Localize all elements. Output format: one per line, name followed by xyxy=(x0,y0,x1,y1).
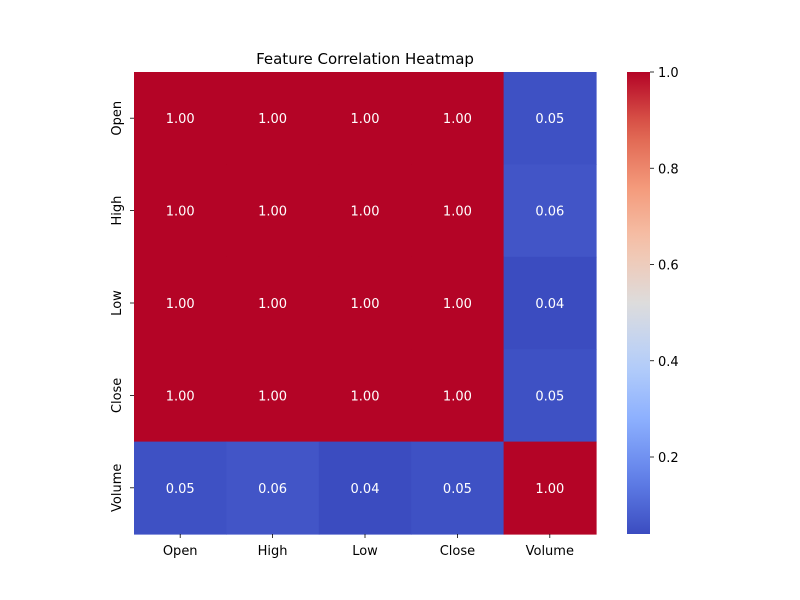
cell-value-label: 1.00 xyxy=(166,205,195,220)
x-tick-label: Low xyxy=(352,544,378,559)
cell-value-label: 0.06 xyxy=(535,205,564,220)
heatmap-cell-close-low xyxy=(318,349,412,443)
colorbar-tick-label: 0.8 xyxy=(658,162,679,177)
colorbar-tick-label: 0.6 xyxy=(658,259,679,274)
cell-value-label: 0.04 xyxy=(351,482,380,497)
heatmap-cell-labels: 1.00 1.00 1.00 1.00 0.05 1.00 1.00 1.00 1.00 0.06… xyxy=(166,112,565,497)
cell-value-label: 1.00 xyxy=(535,482,564,497)
heatmap-cell-close-close xyxy=(411,349,505,443)
x-tick-label: Open xyxy=(163,544,198,559)
cell-value-label: 1.00 xyxy=(443,297,472,312)
heatmap-cell-volume-open xyxy=(134,441,227,535)
heatmap-cell-open-open xyxy=(134,72,227,165)
cell-value-label: 1.00 xyxy=(166,297,195,312)
heatmap-cell-close-volume xyxy=(503,349,597,443)
cell-value-label: 1.00 xyxy=(351,112,380,127)
colorbar-gradient xyxy=(627,72,650,534)
cell-value-label: 1.00 xyxy=(351,389,380,404)
heatmap-cell-close-open xyxy=(134,349,227,443)
x-axis: Open High Low Close Volume xyxy=(163,534,574,559)
y-tick-label: Open xyxy=(110,101,125,136)
heatmap-cell-open-high xyxy=(226,72,320,165)
cell-value-label: 1.00 xyxy=(443,389,472,404)
cell-value-label: 1.00 xyxy=(351,297,380,312)
cell-value-label: 0.06 xyxy=(258,482,287,497)
colorbar: 0.2 0.4 0.6 0.8 1.0 xyxy=(627,66,679,534)
heatmap-cell-open-volume xyxy=(503,72,597,165)
cell-value-label: 0.05 xyxy=(443,482,472,497)
colorbar-tick-label: 1.0 xyxy=(658,66,679,81)
heatmap-cell-open-close xyxy=(411,72,505,165)
colorbar-tick-label: 0.4 xyxy=(658,355,679,370)
cell-value-label: 1.00 xyxy=(166,389,195,404)
heatmap-cell-high-low xyxy=(318,164,412,258)
chart-title: Feature Correlation Heatmap xyxy=(256,50,474,68)
heatmap-cell-low-open xyxy=(134,256,227,350)
heatmap-cell-low-low xyxy=(318,256,412,350)
y-tick-label: High xyxy=(110,196,125,226)
y-tick-label: Volume xyxy=(110,464,125,512)
heatmap-cell-volume-high xyxy=(226,441,320,535)
heatmap-cell-high-close xyxy=(411,164,505,258)
y-tick-label: Low xyxy=(110,290,125,316)
x-tick-label: Close xyxy=(440,544,475,559)
y-axis: Open High Low Close Volume xyxy=(110,101,134,512)
heatmap-cell-low-high xyxy=(226,256,320,350)
heatmap-cell-open-low xyxy=(318,72,412,165)
heatmap-cell-volume-volume xyxy=(503,441,597,535)
heatmap-cell-low-volume xyxy=(503,256,597,350)
x-tick-label: High xyxy=(258,544,288,559)
cell-value-label: 1.00 xyxy=(443,205,472,220)
cell-value-label: 1.00 xyxy=(258,112,287,127)
cell-value-label: 1.00 xyxy=(443,112,472,127)
cell-value-label: 0.05 xyxy=(535,112,564,127)
cell-value-label: 1.00 xyxy=(258,205,287,220)
heatmap-cell-close-high xyxy=(226,349,320,443)
y-tick-label: Close xyxy=(110,378,125,413)
cell-value-label: 1.00 xyxy=(258,297,287,312)
cell-value-label: 0.05 xyxy=(535,389,564,404)
heatmap-cell-low-close xyxy=(411,256,505,350)
heatmap-cells xyxy=(134,72,597,535)
cell-value-label: 1.00 xyxy=(258,389,287,404)
heatmap-cell-volume-low xyxy=(318,441,412,535)
heatmap-cell-volume-close xyxy=(411,441,505,535)
heatmap-cell-high-volume xyxy=(503,164,597,258)
cell-value-label: 1.00 xyxy=(351,205,380,220)
heatmap-cell-high-high xyxy=(226,164,320,258)
cell-value-label: 0.04 xyxy=(535,297,564,312)
cell-value-label: 0.05 xyxy=(166,482,195,497)
x-tick-label: Volume xyxy=(526,544,574,559)
heatmap-cell-high-open xyxy=(134,164,227,258)
cell-value-label: 1.00 xyxy=(166,112,195,127)
colorbar-tick-label: 0.2 xyxy=(658,451,679,466)
